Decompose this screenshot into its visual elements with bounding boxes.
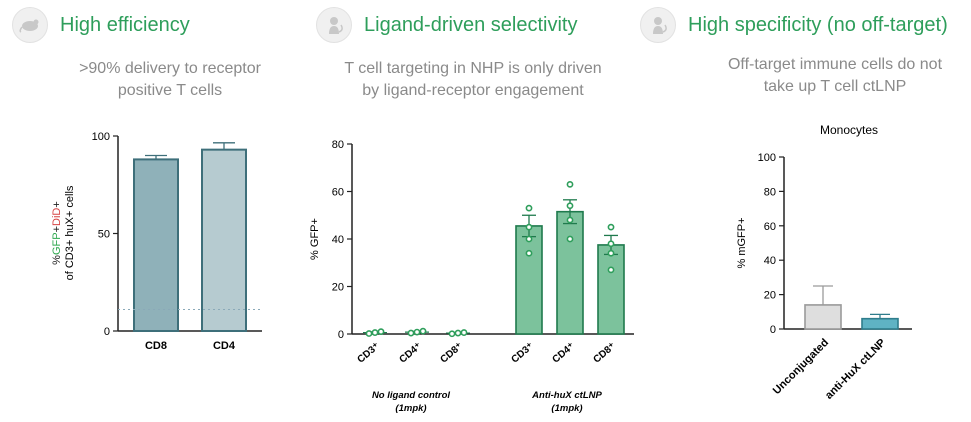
panel-2-subtitle: T cell targeting in NHP is only driven b…: [318, 58, 628, 102]
data-point: [371, 329, 379, 336]
bar-ctlnp: [861, 317, 899, 330]
group-label-dose: (1mpk): [551, 403, 582, 414]
y-axis-label-part: +: [51, 201, 63, 207]
x-tick-label: Unconjugated: [771, 337, 831, 397]
panel-3-subtitle: Off-target immune cells do not take up T…: [700, 54, 970, 98]
data-point: [607, 266, 615, 274]
data-point: [566, 202, 574, 210]
mouse-icon: [12, 7, 48, 43]
y-tick-label: 0: [338, 329, 344, 341]
x-tick-label: anti-HuX ctLNP: [823, 337, 888, 402]
y-axis-label-part: +: [51, 226, 63, 232]
data-point: [566, 180, 574, 188]
x-tick-label: CD8: [145, 340, 167, 352]
y-tick-label: 100: [758, 152, 776, 164]
chart-title: Monocytes: [820, 123, 878, 137]
panel-title: High specificity (no off-target): [688, 13, 948, 36]
data-point: [454, 329, 462, 337]
monkey-icon: [640, 7, 676, 43]
subtitle-line: by ligand-receptor engagement: [362, 82, 584, 99]
data-point: [566, 216, 574, 224]
data-point: [607, 249, 615, 257]
monkey-icon: [316, 7, 352, 43]
y-tick-label: 40: [332, 234, 344, 246]
data-point: [407, 329, 415, 337]
bar-cd4: [201, 148, 247, 332]
data-point: [607, 240, 615, 248]
y-axis-label-part: %: [51, 255, 63, 265]
y-axis-label-part: GFP: [51, 232, 63, 255]
data-point: [377, 328, 385, 336]
y-axis-label-line2: of CD3+ huX+ cells: [64, 185, 76, 280]
y-tick-label: 100: [92, 131, 110, 143]
data-point: [448, 330, 456, 338]
y-tick-label: 40: [764, 255, 776, 267]
data-point: [525, 249, 533, 257]
group-label: Anti-huX ctLNP: [531, 390, 602, 401]
data-point: [460, 329, 468, 336]
x-tick-label: CD4: [213, 340, 236, 352]
data-point: [525, 204, 533, 212]
panel-title: Ligand-driven selectivity: [364, 13, 578, 36]
y-axis-label: %GFP+DiD+: [51, 201, 63, 265]
data-point: [413, 328, 421, 336]
data-point: [566, 235, 574, 243]
bar-unconjugated: [804, 304, 842, 330]
panel-1-header: High efficiency: [12, 7, 190, 43]
y-axis-label-part: DiD: [51, 208, 63, 226]
panel-2-header: Ligand-driven selectivity: [316, 7, 578, 43]
data-point: [525, 235, 533, 243]
subtitle-line: take up T cell ctLNP: [763, 78, 907, 95]
y-tick-label: 0: [770, 324, 776, 336]
data-point: [419, 327, 427, 335]
y-tick-label: 50: [98, 229, 110, 241]
subtitle-line: >90% delivery to receptor: [79, 60, 261, 77]
y-tick-label: 80: [764, 186, 776, 198]
panel-3-header: High specificity (no off-target): [640, 7, 948, 43]
subtitle-line: T cell targeting in NHP is only driven: [344, 60, 602, 77]
y-tick-label: 60: [332, 187, 344, 199]
group-label: No ligand control: [372, 390, 450, 401]
y-tick-label: 0: [104, 326, 110, 338]
bar-ctlnp: [556, 210, 584, 335]
bar-ctlnp: [597, 244, 625, 335]
y-axis-label: % mGFP+: [736, 217, 748, 268]
y-tick-label: 80: [332, 139, 344, 151]
subtitle-line: Off-target immune cells do not: [727, 56, 943, 73]
data-point: [365, 330, 373, 337]
y-tick-label: 20: [764, 290, 776, 302]
y-axis-label: % GFP+: [309, 218, 321, 260]
group-label-dose: (1mpk): [395, 403, 426, 414]
panel-title: High efficiency: [60, 13, 190, 36]
y-tick-label: 20: [332, 282, 344, 294]
data-point: [525, 223, 533, 231]
data-point: [607, 223, 615, 231]
y-tick-label: 60: [764, 221, 776, 233]
panel-1-subtitle: >90% delivery to receptor positive T cel…: [30, 58, 310, 102]
subtitle-line: positive T cells: [117, 82, 223, 99]
